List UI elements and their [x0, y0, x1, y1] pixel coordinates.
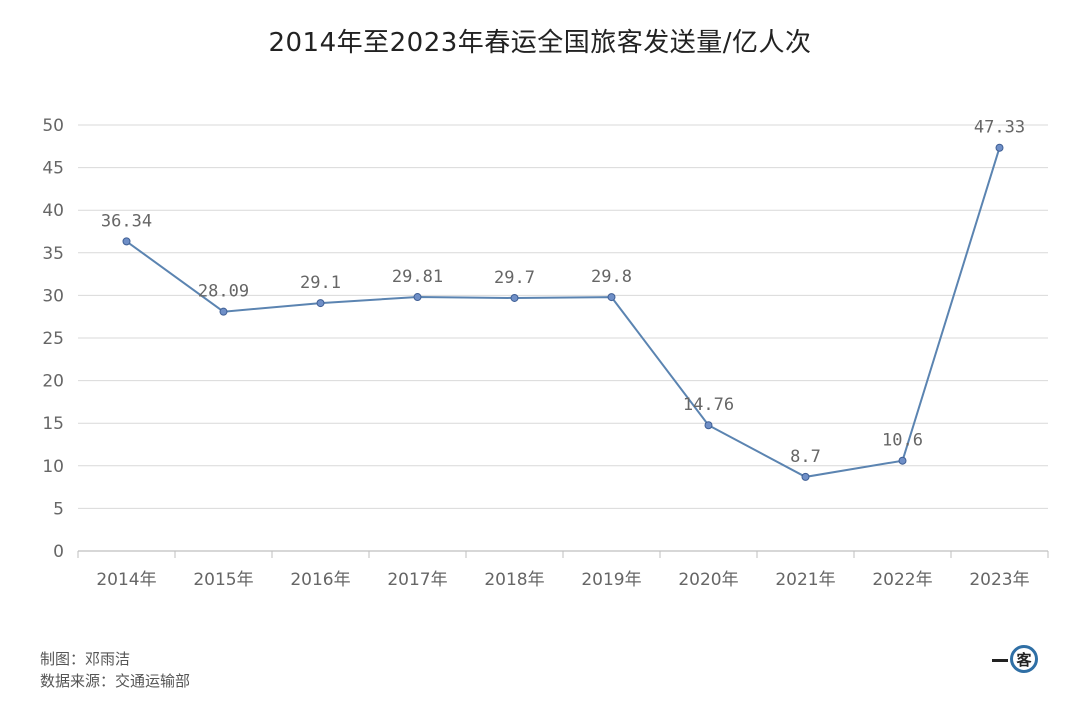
y-tick-label: 5: [53, 499, 64, 519]
logo-dash: [992, 659, 1008, 662]
series-line: [125, 147, 1001, 478]
y-tick-label: 30: [42, 286, 64, 306]
x-tick-label: 2021年: [775, 570, 835, 590]
y-tick-label: 40: [42, 201, 64, 221]
x-tick-label: 2020年: [678, 570, 738, 590]
line-chart: 0 5 10 15 20 25 30 35 40 45 50 2014年 2015年 2016年 2017…: [42, 116, 1049, 590]
data-point: [704, 421, 713, 430]
data-point: [607, 293, 616, 302]
data-label: 28.09: [198, 282, 249, 302]
x-tick-label: 2019年: [581, 570, 641, 590]
data-label: 8.7: [790, 447, 821, 467]
chart-title: 2014年至2023年春运全国旅客发送量/亿人次: [268, 28, 812, 58]
x-axis-ticks: 2014年 2015年 2016年 2017年 2018年 2019年 2020年 2021年…: [96, 570, 1029, 590]
data-point: [898, 456, 907, 465]
data-point: [219, 307, 228, 316]
y-tick-label: 0: [53, 542, 64, 562]
data-point: [510, 293, 519, 302]
logo-badge-icon: 客: [1010, 645, 1038, 673]
logo: 客: [990, 644, 1050, 678]
y-tick-label: 45: [42, 159, 64, 179]
x-tick-label: 2023年: [969, 570, 1029, 590]
y-tick-label: 50: [42, 116, 64, 136]
data-label: 10.6: [882, 431, 923, 451]
data-label: 47.33: [974, 118, 1025, 138]
data-point: [801, 472, 810, 481]
y-tick-label: 25: [42, 329, 64, 349]
y-tick-label: 10: [42, 457, 64, 477]
credit-text: 制图：邓雨洁: [40, 650, 131, 668]
data-point: [413, 293, 422, 302]
x-tick-label: 2022年: [872, 570, 932, 590]
data-label: 29.8: [591, 267, 632, 287]
data-label: 29.7: [494, 268, 535, 288]
x-tick-label: 2014年: [96, 570, 156, 590]
series-line-path: [125, 147, 1001, 478]
axes: [77, 550, 1049, 558]
y-tick-label: 35: [42, 244, 64, 264]
data-label: 29.1: [300, 273, 341, 293]
y-tick-label: 20: [42, 372, 64, 392]
data-point: [995, 143, 1004, 152]
gridlines: [78, 124, 1048, 509]
data-label: 36.34: [101, 211, 152, 231]
x-tick-label: 2018年: [484, 570, 544, 590]
data-label: 29.81: [392, 267, 443, 287]
data-point: [316, 299, 325, 308]
data-labels: 36.34 28.09 29.1 29.81 29.7 29.8 14.76 8.7 10.6 4…: [101, 118, 1025, 467]
data-points: [122, 143, 1004, 481]
data-point: [122, 237, 131, 246]
x-tick-label: 2017年: [387, 570, 447, 590]
y-tick-label: 15: [42, 414, 64, 434]
y-axis-ticks: 0 5 10 15 20 25 30 35 40 45 50: [42, 116, 64, 562]
data-label: 14.76: [683, 395, 734, 415]
source-text: 数据来源：交通运输部: [40, 672, 191, 690]
x-tick-label: 2015年: [193, 570, 253, 590]
x-tick-label: 2016年: [290, 570, 350, 590]
